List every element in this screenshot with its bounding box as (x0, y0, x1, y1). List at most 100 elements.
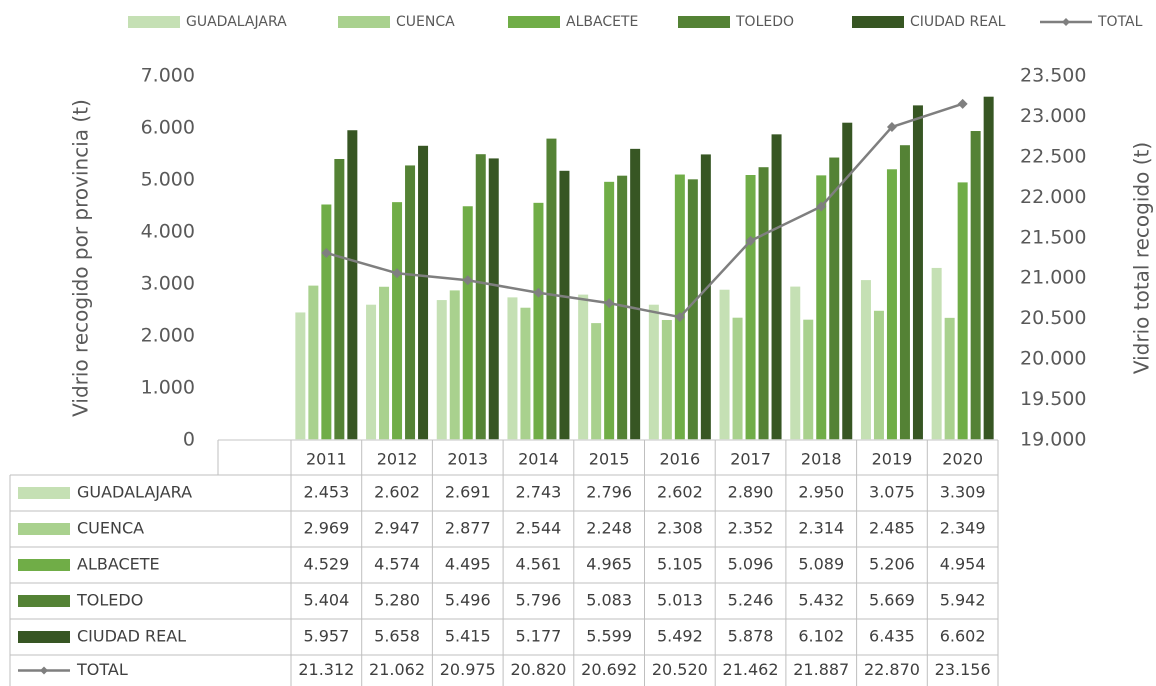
table-cell: 5.096 (728, 555, 774, 574)
marker (462, 275, 473, 286)
table-row-label: TOTAL (76, 660, 128, 679)
table-row-label: GUADALAJARA (77, 483, 192, 502)
x-tick-label: 2019 (872, 450, 913, 469)
bar (842, 122, 853, 441)
bar (462, 206, 473, 440)
table-cell: 2.602 (657, 483, 703, 502)
legend-label: CIUDAD REAL (910, 14, 1006, 30)
table-cell: 2.743 (516, 483, 562, 502)
table-cell: 6.435 (869, 627, 915, 646)
bar (379, 286, 390, 440)
y2-tick-label: 20.000 (1020, 348, 1086, 370)
y-tick-label: 5.000 (141, 169, 195, 191)
x-tick-label: 2014 (518, 450, 559, 469)
table-row-label: ALBACETE (77, 555, 160, 574)
y2-tick-label: 20.500 (1020, 307, 1086, 329)
marker (816, 201, 827, 212)
table-cell: 4.495 (445, 555, 491, 574)
table-cell: 5.280 (374, 591, 420, 610)
legend-key (338, 16, 390, 28)
bar (661, 319, 672, 440)
bar (970, 131, 981, 441)
bar (648, 304, 659, 440)
bar (687, 179, 698, 440)
x-tick-label: 2013 (447, 450, 488, 469)
y2-tick-label: 22.500 (1020, 145, 1086, 167)
bar (983, 96, 994, 441)
y2-axis-title: Vidrio total recogido (t) (1130, 142, 1154, 374)
bar (674, 174, 685, 441)
bar (436, 300, 447, 440)
legend-label: TOLEDO (735, 14, 794, 30)
y2-tick-label: 22.000 (1020, 186, 1086, 208)
marker (886, 121, 897, 132)
table-cell: 2.349 (940, 519, 986, 538)
y2-tick-label: 23.000 (1020, 105, 1086, 127)
table-cell: 4.965 (586, 555, 632, 574)
bar (604, 181, 615, 440)
table-cell: 6.102 (798, 627, 844, 646)
table-cell: 2.950 (798, 483, 844, 502)
bar (418, 145, 429, 440)
table-cell: 2.796 (586, 483, 632, 502)
x-tick-label: 2016 (659, 450, 700, 469)
y-tick-label: 0 (183, 429, 195, 451)
table-cell: 20.692 (581, 660, 637, 679)
table-cell: 2.308 (657, 519, 703, 538)
bar (630, 148, 641, 441)
table-key (18, 595, 70, 607)
table-cell: 22.870 (864, 660, 920, 679)
table-row-label: CIUDAD REAL (77, 627, 186, 646)
bar (745, 175, 756, 440)
bar (405, 165, 416, 440)
legend-key (852, 16, 904, 28)
bar (295, 312, 306, 440)
table-cell: 2.969 (303, 519, 349, 538)
table-cell: 5.415 (445, 627, 491, 646)
table-cell: 2.691 (445, 483, 491, 502)
table-cell: 5.496 (445, 591, 491, 610)
bar (700, 154, 711, 440)
table-cell: 20.520 (652, 660, 708, 679)
table-key (18, 631, 70, 643)
marker (604, 298, 615, 309)
legend-key (678, 16, 730, 28)
bar (347, 130, 358, 440)
table-cell: 2.602 (374, 483, 420, 502)
table-cell: 5.206 (869, 555, 915, 574)
bar (886, 169, 897, 440)
table-cell: 20.820 (510, 660, 566, 679)
table-cell: 4.561 (516, 555, 562, 574)
bar (758, 167, 769, 440)
table-cell: 5.105 (657, 555, 703, 574)
table-cell: 5.796 (516, 591, 562, 610)
table-cell: 4.529 (303, 555, 349, 574)
x-tick-label: 2015 (589, 450, 630, 469)
bar (732, 317, 743, 440)
bar (507, 297, 518, 440)
marker (745, 235, 756, 246)
table-row-label: TOLEDO (76, 591, 143, 610)
y2-tick-label: 21.500 (1020, 226, 1086, 248)
y-tick-label: 7.000 (141, 65, 195, 87)
legend-label: ALBACETE (566, 14, 638, 30)
bar (719, 289, 730, 440)
table-cell: 5.957 (303, 627, 349, 646)
bar (873, 310, 884, 440)
table-cell: 5.492 (657, 627, 703, 646)
bar (944, 317, 955, 440)
table-cell: 2.352 (728, 519, 774, 538)
table-cell: 5.404 (303, 591, 349, 610)
table-row-label: CUENCA (77, 519, 144, 538)
table-cell: 5.658 (374, 627, 420, 646)
table-key (18, 523, 70, 535)
table-key (40, 666, 48, 675)
table-cell: 2.485 (869, 519, 915, 538)
bar (449, 290, 460, 440)
x-tick-label: 2020 (942, 450, 983, 469)
y2-tick-label: 23.500 (1020, 65, 1086, 87)
legend-label: TOTAL (1097, 14, 1143, 30)
table-key (18, 487, 70, 499)
y-tick-label: 1.000 (141, 377, 195, 399)
marker (321, 247, 332, 258)
